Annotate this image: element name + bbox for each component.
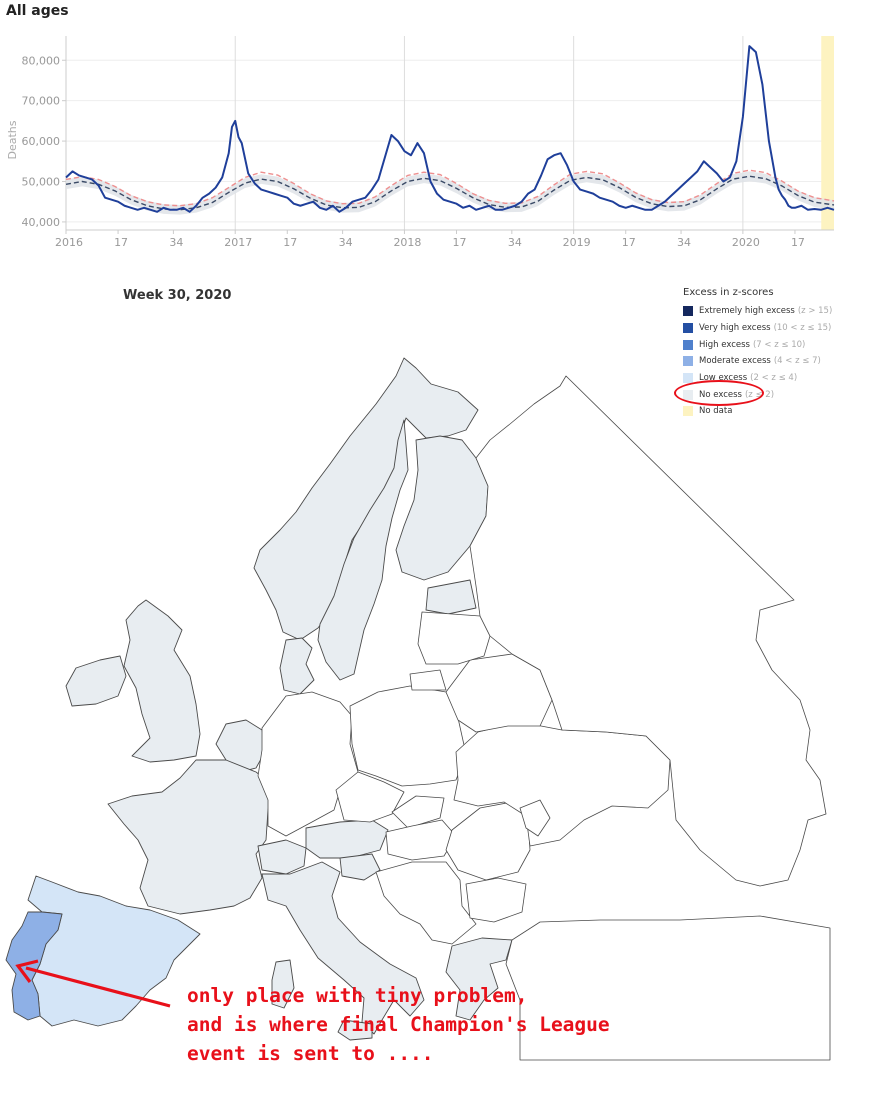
y-tick-label: 60,000 xyxy=(22,135,61,148)
y-tick-label: 70,000 xyxy=(22,95,61,108)
legend-item: Low excess (2 < z ≤ 4) xyxy=(683,370,873,387)
legend-swatch xyxy=(683,306,693,317)
map-region-sweden[interactable] xyxy=(317,419,409,681)
x-tick-label: 17 xyxy=(453,236,467,249)
map-region-sardinia[interactable] xyxy=(271,959,295,1009)
legend-label: Extremely high excess xyxy=(699,306,795,317)
x-tick-label: 17 xyxy=(283,236,297,249)
map-region-germany[interactable] xyxy=(257,691,359,837)
y-tick-label: 80,000 xyxy=(22,54,61,67)
legend-label: Moderate excess xyxy=(699,356,771,367)
current-week-band xyxy=(821,36,834,230)
chart-title: All ages xyxy=(6,3,69,19)
annotation-line: only place with tiny problem, xyxy=(187,984,528,1007)
legend-item: High excess (7 < z ≤ 10) xyxy=(683,336,873,353)
legend-label: Very high excess xyxy=(699,323,771,334)
legend-swatch xyxy=(683,406,693,417)
x-tick-label: 2019 xyxy=(563,236,591,249)
map-region-czechia[interactable] xyxy=(335,771,405,823)
map-title: Week 30, 2020 xyxy=(123,288,232,303)
chart-axes: 40,000 50,000 60,000 70,000 80,000 2016 17 34 20… xyxy=(22,36,834,249)
annotation-line: event is sent to .... xyxy=(187,1042,434,1065)
legend-swatch xyxy=(683,373,693,384)
legend-item: Very high excess (10 < z ≤ 15) xyxy=(683,320,873,337)
map-region-slovakia[interactable] xyxy=(391,795,445,829)
map-region-greece[interactable] xyxy=(445,937,513,1021)
map-region-poland[interactable] xyxy=(349,685,467,787)
map-region-belarus[interactable] xyxy=(445,653,553,733)
x-tick-label: 34 xyxy=(508,236,522,249)
x-tick-label: 2018 xyxy=(393,236,421,249)
map-region-balkans[interactable] xyxy=(375,861,477,945)
map-region-switzerland[interactable] xyxy=(257,839,307,875)
legend-label: High excess xyxy=(699,339,750,350)
annotation-text: only place with tiny problem, and is wher… xyxy=(187,981,610,1068)
legend-swatch xyxy=(683,356,693,367)
legend-title: Excess in z-scores xyxy=(683,287,774,298)
map-region-slovenia[interactable] xyxy=(339,853,381,881)
map-region-benelux[interactable] xyxy=(215,719,267,773)
x-tick-label: 34 xyxy=(677,236,691,249)
legend-item: Extremely high excess (z > 15) xyxy=(683,303,873,320)
legend-item: No data xyxy=(683,403,873,420)
legend-label: Low excess xyxy=(699,373,748,384)
y-axis-label: Deaths xyxy=(6,120,19,159)
legend-range: (4 < z ≤ 7) xyxy=(773,356,821,367)
legend-range: (2 < z ≤ 4) xyxy=(750,373,798,384)
map-region-romania[interactable] xyxy=(445,801,531,881)
map-legend: Excess in z-scores Extremely high excess… xyxy=(683,287,873,420)
baseline-band xyxy=(66,171,834,215)
annotation-circle xyxy=(674,380,764,406)
legend-swatch xyxy=(683,323,693,334)
x-tick-label: 17 xyxy=(114,236,128,249)
map-region-turkey[interactable] xyxy=(505,915,831,1061)
x-tick-label: 34 xyxy=(339,236,353,249)
series-line xyxy=(65,45,835,213)
x-tick-label: 17 xyxy=(622,236,636,249)
legend-label: No data xyxy=(699,406,733,417)
map-region-austria[interactable] xyxy=(305,819,389,859)
legend-items: Extremely high excess (z > 15) Very high e… xyxy=(683,303,873,420)
map-region-denmark[interactable] xyxy=(279,637,315,695)
x-tick-label: 17 xyxy=(791,236,805,249)
map-region-italy[interactable] xyxy=(261,861,425,1035)
annotation-line: and is where final Champion's League xyxy=(187,1013,610,1036)
map-region-bulgaria[interactable] xyxy=(465,877,527,923)
y-tick-label: 40,000 xyxy=(22,216,61,229)
x-tick-label: 2016 xyxy=(55,236,83,249)
map-region-sicily[interactable] xyxy=(337,1019,373,1041)
map-region-baltics[interactable] xyxy=(417,611,491,665)
europe-map xyxy=(5,357,831,1061)
series-line xyxy=(65,169,835,207)
x-tick-label: 34 xyxy=(169,236,183,249)
map-region-moldova[interactable] xyxy=(519,799,551,837)
x-tick-label: 2017 xyxy=(224,236,252,249)
map-region-estonia[interactable] xyxy=(425,579,477,615)
map-region-finland[interactable] xyxy=(395,435,489,581)
legend-range: (10 < z ≤ 15) xyxy=(773,323,832,334)
map-region-russia[interactable] xyxy=(469,375,827,887)
y-tick-label: 50,000 xyxy=(22,176,61,189)
map-region-kaliningrad[interactable] xyxy=(409,669,447,691)
x-tick-label: 2020 xyxy=(732,236,760,249)
time-series-chart: 40,000 50,000 60,000 70,000 80,000 2016 17 34 20… xyxy=(6,36,835,249)
chart-series xyxy=(65,45,835,215)
legend-swatch xyxy=(683,339,693,350)
legend-range: (7 < z ≤ 10) xyxy=(752,339,806,350)
legend-range: (z > 15) xyxy=(797,306,833,317)
map-region-france[interactable] xyxy=(107,759,275,915)
map-region-ireland[interactable] xyxy=(65,655,127,707)
map-region-hungary[interactable] xyxy=(385,819,457,861)
legend-item: Moderate excess (4 < z ≤ 7) xyxy=(683,353,873,370)
map-region-uk[interactable] xyxy=(123,599,201,763)
